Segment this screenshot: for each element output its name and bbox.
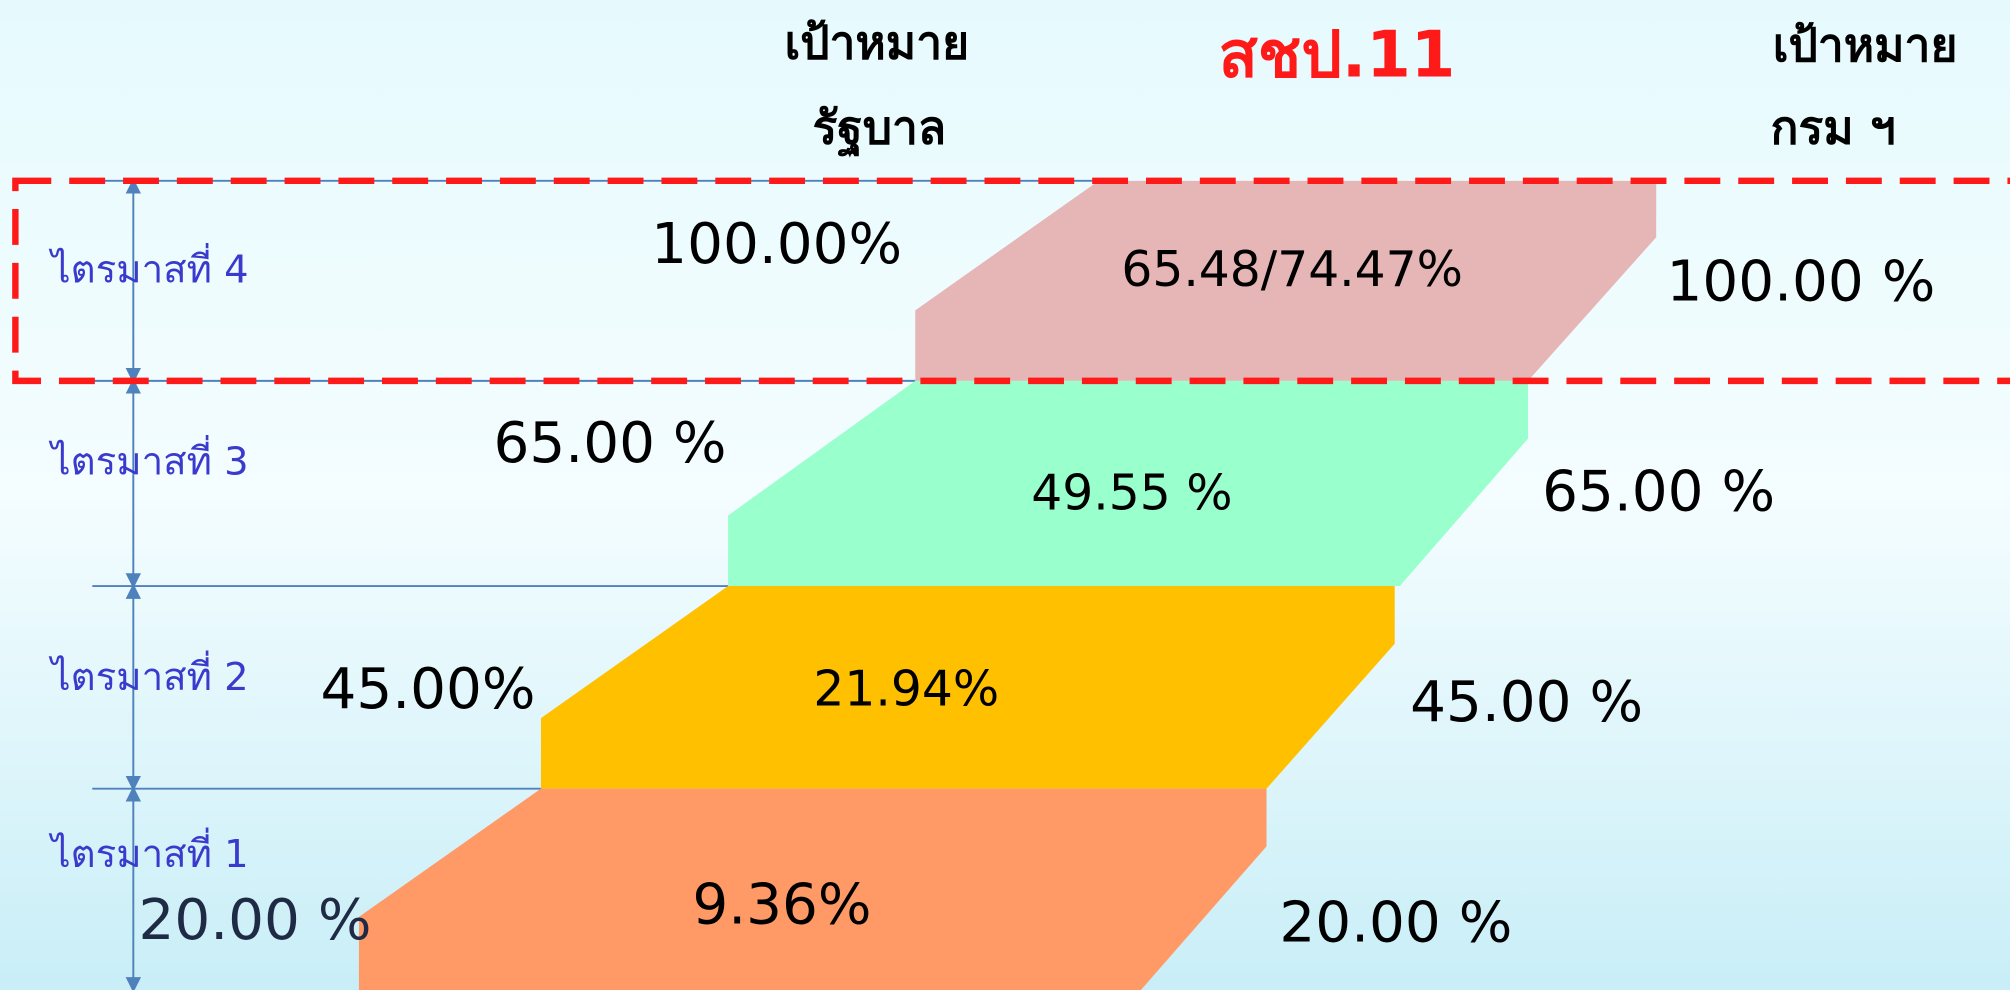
dept-target: 20.00 % (1279, 890, 1512, 955)
dept-target: 45.00 % (1410, 670, 1643, 735)
gov-target: 65.00 % (494, 411, 727, 476)
header-text: เป้าหมาย (784, 16, 969, 70)
band-q1 (358, 788, 1267, 990)
quarter-label: ไตรมาสที่ 4 (48, 242, 248, 292)
result: 49.55 % (1031, 465, 1232, 521)
band-q2 (540, 586, 1395, 789)
quarter-label: ไตรมาสที่ 2 (48, 650, 248, 700)
header-text: รัฐบาล (813, 100, 947, 157)
gov-target: 20.00 % (138, 888, 371, 953)
highlight-box (12, 177, 2010, 385)
gov-target: 45.00% (320, 657, 535, 722)
title: สชป.11 (1219, 19, 1456, 93)
quarter-label: ไตรมาสที่ 3 (48, 435, 248, 485)
header-text: กรม ฯ (1771, 100, 1896, 154)
result: 9.36% (692, 873, 871, 938)
result: 21.94% (813, 661, 999, 717)
dept-target: 65.00 % (1542, 460, 1775, 525)
result: 65.48/74.47% (1121, 242, 1463, 298)
header-text: เป้าหมาย (1773, 18, 1958, 72)
band-q3 (728, 380, 1529, 587)
quarter-label: ไตรมาสที่ 1 (48, 827, 248, 877)
dept-target: 100.00 % (1666, 249, 1935, 314)
gov-target: 100.00% (651, 212, 902, 277)
band-q4 (915, 180, 1657, 381)
